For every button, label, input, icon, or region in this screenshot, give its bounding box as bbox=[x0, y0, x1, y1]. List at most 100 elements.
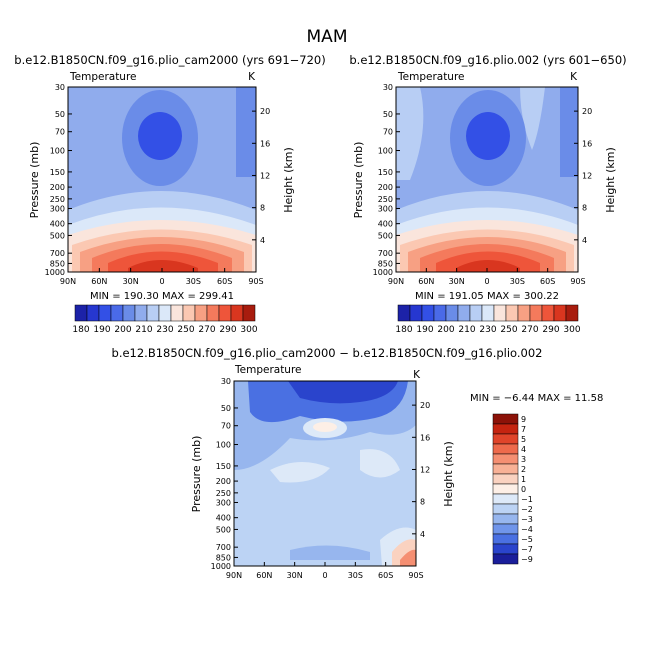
y-right-tick-label: 12 bbox=[260, 171, 270, 180]
y-tick-label: 400 bbox=[216, 514, 231, 523]
y-tick-label: 850 bbox=[216, 553, 231, 562]
colorbar-swatch bbox=[397, 304, 411, 322]
panel-b-contour-field bbox=[396, 87, 578, 272]
colorbar-swatch bbox=[492, 503, 519, 515]
y-right-tick-label: 4 bbox=[420, 530, 425, 539]
colorbar-swatch bbox=[86, 304, 100, 322]
colorbar-swatch bbox=[492, 463, 519, 475]
colorbar-swatch bbox=[492, 533, 519, 545]
colorbar-label: 0 bbox=[521, 485, 526, 494]
colorbar-swatch bbox=[110, 304, 124, 322]
colorbar-label: 300 bbox=[240, 325, 257, 335]
panel-b-subtitle: Temperature bbox=[397, 71, 465, 83]
y-tick-label: 700 bbox=[378, 249, 393, 258]
panel-c-subtitle: Temperature bbox=[234, 364, 302, 376]
x-tick-label: 30S bbox=[186, 277, 201, 286]
colorbar-swatch bbox=[492, 443, 519, 455]
panel-c-contour-field bbox=[234, 381, 416, 566]
y-right-tick-label: 4 bbox=[582, 236, 587, 245]
colorbar-swatch bbox=[74, 304, 88, 322]
colorbar-label: −2 bbox=[521, 505, 533, 514]
x-tick-label: 60N bbox=[418, 277, 434, 286]
colorbar-swatch bbox=[194, 304, 208, 322]
y-tick-label: 400 bbox=[378, 220, 393, 229]
colorbar-swatch bbox=[493, 304, 507, 322]
y-tick-label: 850 bbox=[378, 259, 393, 268]
panel-a-stats: MIN = 190.30 MAX = 299.41 bbox=[90, 291, 234, 302]
x-tick-label: 90N bbox=[226, 571, 242, 580]
colorbar-label: 200 bbox=[437, 325, 454, 335]
panel-c-axis-layer: 90N 60N 30N 0 30S 60S 90S 30 50 70 100 150 200 250300… bbox=[211, 377, 431, 580]
x-tick-label: 60N bbox=[256, 571, 272, 580]
colorbar-label: 190 bbox=[416, 325, 433, 335]
y-tick-label: 100 bbox=[378, 147, 393, 156]
colorbar-label: 3 bbox=[521, 455, 526, 464]
colorbar-swatch bbox=[481, 304, 495, 322]
x-tick-label: 60S bbox=[378, 571, 393, 580]
x-tick-label: 30N bbox=[449, 277, 465, 286]
colorbar-swatch bbox=[170, 304, 184, 322]
y-right-tick-label: 8 bbox=[582, 204, 587, 213]
y-tick-label: 400 bbox=[50, 220, 65, 229]
x-tick-label: 60N bbox=[91, 277, 107, 286]
y-right-tick-label: 20 bbox=[582, 107, 592, 116]
panel-b-stats: MIN = 191.05 MAX = 300.22 bbox=[415, 291, 559, 302]
y-tick-label: 500 bbox=[50, 231, 65, 240]
x-tick-label: 90N bbox=[388, 277, 404, 286]
x-tick-label: 90S bbox=[248, 277, 263, 286]
y-right-tick-label: 20 bbox=[260, 107, 270, 116]
colorbar-swatch bbox=[230, 304, 244, 322]
y-tick-label: 1000 bbox=[45, 268, 65, 277]
panel-a-colorbar: 180 190 200 210 230 250 270 290 300 bbox=[72, 304, 258, 335]
colorbar-swatch bbox=[492, 413, 519, 425]
y-tick-label: 150 bbox=[50, 168, 65, 177]
colorbar-swatch bbox=[158, 304, 172, 322]
panel-a-contour-field bbox=[68, 87, 256, 272]
colorbar-label: 180 bbox=[72, 325, 89, 335]
colorbar-label: 250 bbox=[500, 325, 517, 335]
colorbar-swatch bbox=[218, 304, 232, 322]
x-tick-label: 0 bbox=[484, 277, 489, 286]
figure-title: MAM bbox=[307, 27, 348, 47]
x-tick-label: 30N bbox=[287, 571, 303, 580]
y-right-tick-label: 16 bbox=[260, 139, 270, 148]
y-tick-label: 300 bbox=[216, 498, 231, 507]
colorbar-label: −1 bbox=[521, 495, 533, 504]
y-tick-label: 1000 bbox=[373, 268, 393, 277]
y-tick-label: 700 bbox=[216, 543, 231, 552]
x-tick-label: 30S bbox=[510, 277, 525, 286]
y-tick-label: 250 bbox=[50, 195, 65, 204]
colorbar-label: 290 bbox=[219, 325, 236, 335]
colorbar-swatch bbox=[492, 523, 519, 535]
panel-a-axis-layer: 90N 60N 30N 0 30S 60S 90S 30 50 70 100 150 200 250300… bbox=[45, 83, 271, 286]
colorbar-swatch bbox=[553, 304, 567, 322]
y-tick-label: 50 bbox=[383, 110, 393, 119]
y-tick-label: 30 bbox=[55, 83, 65, 92]
colorbar-swatch bbox=[242, 304, 256, 322]
colorbar-swatch bbox=[492, 433, 519, 445]
panel-b-colorbar: 180 190 200 210 230 250 270 290 300 bbox=[395, 304, 581, 335]
y-right-tick-label: 16 bbox=[582, 139, 592, 148]
colorbar-swatch bbox=[469, 304, 483, 322]
colorbar-swatch bbox=[492, 423, 519, 435]
panel-c-y-axis-label: Pressure (mb) bbox=[190, 436, 203, 513]
y-tick-label: 250 bbox=[378, 195, 393, 204]
colorbar-label: 9 bbox=[521, 415, 526, 424]
colorbar-label: 7 bbox=[521, 425, 526, 434]
colorbar-swatch bbox=[122, 304, 136, 322]
y-tick-label: 250 bbox=[216, 489, 231, 498]
panel-c-units: K bbox=[413, 369, 421, 381]
panel-a-y-axis-label: Pressure (mb) bbox=[28, 142, 41, 219]
y-tick-label: 50 bbox=[221, 404, 231, 413]
x-tick-label: 90S bbox=[570, 277, 585, 286]
panel-a-units: K bbox=[248, 71, 256, 83]
panel-a: b.e12.B1850CN.f09_g16.plio_cam2000 (yrs … bbox=[14, 53, 325, 335]
colorbar-swatch bbox=[146, 304, 160, 322]
colorbar-label: 190 bbox=[93, 325, 110, 335]
colorbar-swatch bbox=[505, 304, 519, 322]
y-tick-label: 200 bbox=[50, 183, 65, 192]
y-right-tick-label: 12 bbox=[420, 465, 430, 474]
y-tick-label: 150 bbox=[216, 462, 231, 471]
y-tick-label: 850 bbox=[50, 259, 65, 268]
